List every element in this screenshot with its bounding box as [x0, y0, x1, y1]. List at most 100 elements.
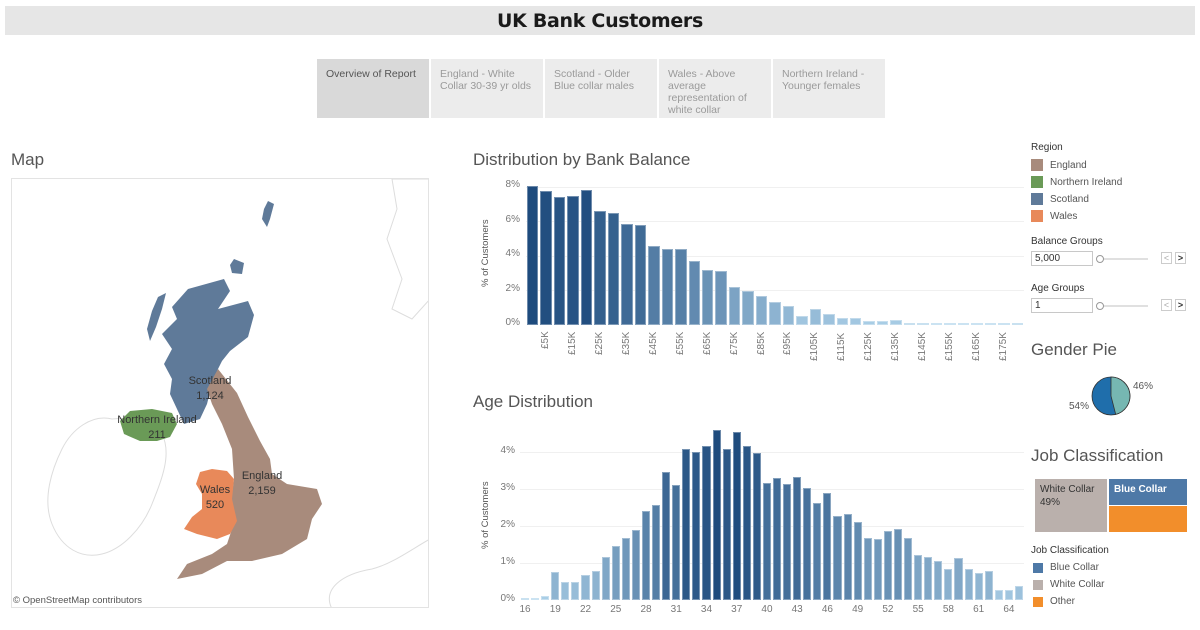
bar[interactable] [904, 538, 913, 600]
bar[interactable] [873, 539, 882, 600]
legend-item-white-collar[interactable]: White Collar [1033, 579, 1104, 590]
bar[interactable] [903, 322, 916, 325]
bar[interactable] [974, 573, 983, 600]
bar[interactable] [823, 492, 832, 600]
bar[interactable] [715, 271, 727, 325]
bar[interactable] [890, 320, 902, 325]
bar[interactable] [836, 317, 849, 325]
bar[interactable] [971, 323, 983, 325]
bar[interactable] [701, 269, 714, 325]
bar[interactable] [675, 248, 687, 325]
legend-item-northern-ireland[interactable]: Northern Ireland [1031, 176, 1122, 188]
bar[interactable] [621, 537, 630, 600]
tab-overview[interactable]: Overview of Report [317, 59, 429, 118]
bar[interactable] [769, 301, 781, 325]
bar[interactable] [752, 453, 761, 600]
balance-groups-next-button[interactable]: > [1175, 252, 1186, 264]
bar[interactable] [984, 571, 993, 600]
bar[interactable] [682, 449, 691, 600]
bar[interactable] [531, 598, 540, 600]
gender-pie-chart[interactable] [1091, 376, 1131, 416]
bar[interactable] [773, 477, 782, 600]
bar[interactable] [527, 185, 539, 325]
bar[interactable] [728, 286, 741, 325]
treemap-other[interactable] [1109, 506, 1187, 532]
map-credit[interactable]: © OpenStreetMap contributors [13, 595, 142, 606]
bar[interactable] [803, 487, 812, 600]
tab-northern-ireland[interactable]: Northern Ireland - Younger females [773, 59, 885, 118]
tab-scotland[interactable]: Scotland - Older Blue collar males [545, 59, 657, 118]
bar[interactable] [702, 445, 711, 600]
bar[interactable] [994, 590, 1003, 600]
bar[interactable] [652, 504, 661, 600]
bar[interactable] [732, 431, 741, 600]
bar[interactable] [648, 246, 660, 325]
bar[interactable] [954, 558, 963, 600]
bar[interactable] [793, 477, 802, 600]
bar[interactable] [893, 528, 903, 600]
bar[interactable] [742, 290, 754, 325]
bar[interactable] [722, 449, 731, 600]
bar[interactable] [809, 309, 822, 325]
bar[interactable] [742, 446, 751, 600]
bar[interactable] [672, 484, 681, 600]
bar[interactable] [571, 581, 580, 600]
bar[interactable] [580, 190, 593, 325]
bar[interactable] [964, 569, 973, 600]
uk-map[interactable]: Scotland 1,124 Northern Ireland 211 Engl… [11, 178, 429, 608]
bar[interactable] [611, 546, 620, 600]
balance-bar-chart[interactable] [526, 180, 1024, 325]
age-groups-slider-thumb[interactable] [1096, 302, 1104, 310]
bar[interactable] [1004, 589, 1013, 600]
age-groups-next-button[interactable]: > [1175, 299, 1186, 311]
bar[interactable] [863, 537, 872, 600]
age-groups-slider[interactable] [1100, 305, 1148, 307]
bar[interactable] [914, 554, 923, 600]
bar[interactable] [662, 472, 671, 600]
bar[interactable] [631, 530, 640, 600]
bar[interactable] [712, 429, 721, 600]
bar[interactable] [581, 574, 590, 600]
tab-england[interactable]: England - White Collar 30-39 yr olds [431, 59, 543, 118]
bar[interactable] [1011, 323, 1023, 325]
bar[interactable] [930, 323, 943, 325]
age-bar-chart[interactable] [520, 420, 1024, 600]
bar[interactable] [863, 321, 875, 325]
bar[interactable] [782, 305, 795, 325]
bar[interactable] [762, 483, 771, 600]
bar[interactable] [561, 582, 570, 600]
bar[interactable] [934, 561, 943, 600]
legend-item-scotland[interactable]: Scotland [1031, 193, 1089, 205]
bar[interactable] [551, 572, 560, 600]
bar[interactable] [944, 323, 956, 325]
bar[interactable] [813, 503, 822, 600]
bar[interactable] [521, 598, 530, 600]
bar[interactable] [755, 295, 768, 325]
bar[interactable] [641, 511, 651, 600]
bar[interactable] [540, 190, 552, 325]
bar[interactable] [1014, 585, 1023, 600]
bar[interactable] [634, 224, 647, 325]
bar[interactable] [883, 531, 892, 600]
bar[interactable] [594, 210, 606, 325]
bar[interactable] [998, 323, 1010, 325]
bar[interactable] [823, 314, 835, 325]
bar[interactable] [607, 212, 620, 325]
age-groups-input[interactable]: 1 [1031, 298, 1093, 313]
bar[interactable] [850, 317, 862, 325]
legend-item-blue-collar[interactable]: Blue Collar [1033, 562, 1099, 573]
bar[interactable] [957, 323, 970, 325]
bar[interactable] [688, 261, 700, 325]
bar[interactable] [661, 248, 674, 325]
balance-groups-slider[interactable] [1100, 258, 1148, 260]
bar[interactable] [541, 596, 550, 600]
bar[interactable] [843, 513, 852, 600]
legend-item-england[interactable]: England [1031, 159, 1087, 171]
bar[interactable] [553, 196, 566, 325]
bar[interactable] [917, 323, 929, 325]
bar[interactable] [783, 484, 792, 600]
treemap-white-collar[interactable]: White Collar 49% [1035, 479, 1107, 532]
bar[interactable] [833, 516, 842, 600]
bar[interactable] [692, 452, 701, 600]
bar[interactable] [601, 557, 610, 600]
